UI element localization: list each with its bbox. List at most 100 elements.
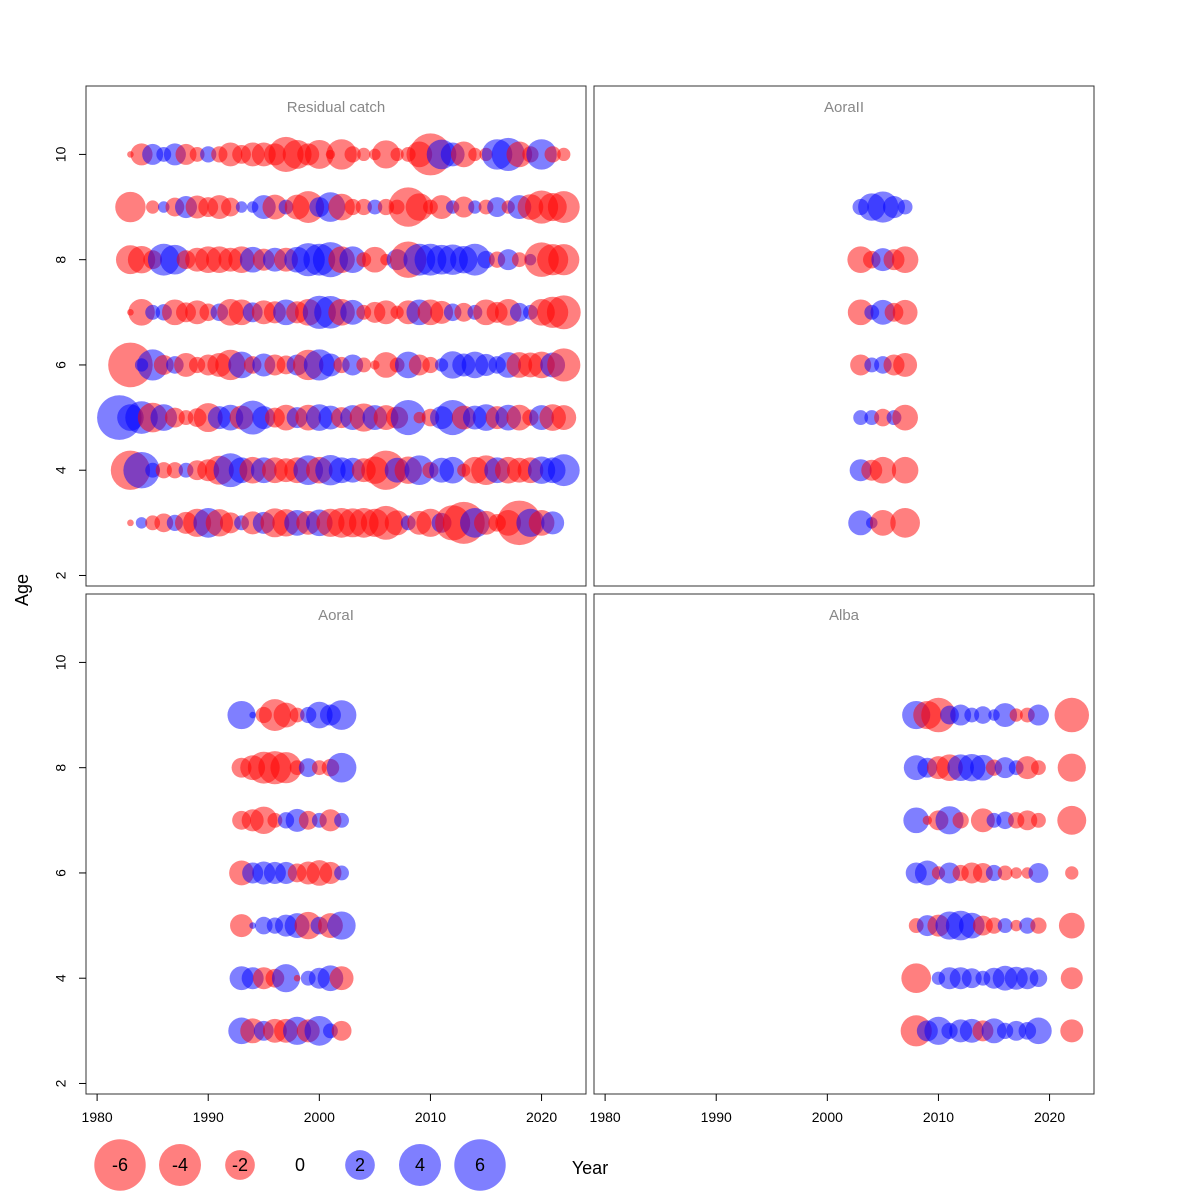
legend-label: 6 bbox=[475, 1155, 485, 1175]
residual-bubble bbox=[374, 300, 398, 325]
legend-label: 0 bbox=[295, 1155, 305, 1175]
residual-bubble bbox=[1060, 967, 1083, 990]
x-axis-title: Year bbox=[572, 1158, 608, 1178]
residual-bubble bbox=[890, 507, 920, 538]
residual-bubble bbox=[439, 456, 466, 484]
residual-bubble bbox=[1031, 812, 1046, 828]
residual-bubble bbox=[509, 302, 529, 322]
y-axis-title: Age bbox=[12, 574, 32, 606]
residual-bubble bbox=[874, 408, 892, 427]
residual-bubble bbox=[547, 348, 581, 382]
residual-bubble bbox=[135, 517, 148, 529]
x-tick-label: 2010 bbox=[415, 1109, 446, 1125]
residual-bubble bbox=[249, 711, 256, 719]
residual-bubble bbox=[848, 510, 874, 536]
legend-bubble bbox=[399, 1144, 441, 1186]
residual-bubble bbox=[356, 357, 372, 373]
residual-bubble bbox=[935, 806, 964, 835]
residual-bubble bbox=[304, 139, 334, 169]
residual-bubble bbox=[164, 407, 185, 428]
residual-bubble bbox=[468, 200, 482, 214]
residual-bubble bbox=[994, 757, 1016, 779]
residual-bubble bbox=[974, 706, 992, 724]
residual-bubble bbox=[262, 194, 288, 220]
panel-title: Alba bbox=[829, 607, 860, 624]
residual-bubble bbox=[1028, 862, 1049, 883]
panels-layer: Residual catch 2 4 6 8 10 AoraII AoraI 2 4 6 8 10 198… bbox=[53, 85, 1095, 1125]
residual-bubble bbox=[293, 974, 301, 982]
residual-bubble bbox=[1029, 969, 1048, 987]
residual-bubble bbox=[249, 922, 256, 929]
legend-bubble bbox=[94, 1139, 146, 1191]
panel-title: AoraII bbox=[824, 99, 864, 116]
residual-bubble bbox=[997, 865, 1013, 881]
x-tick-label: 1990 bbox=[193, 1109, 224, 1125]
residual-bubble bbox=[334, 865, 349, 881]
residual-bubble bbox=[326, 752, 357, 783]
residual-bubble bbox=[544, 146, 561, 163]
residual-bubble bbox=[355, 198, 372, 216]
residual-bubble bbox=[993, 703, 1018, 728]
residual-bubble bbox=[892, 404, 918, 431]
residual-bubble bbox=[450, 141, 477, 168]
residual-bubble bbox=[468, 147, 482, 162]
residual-bubble bbox=[924, 1016, 953, 1045]
residual-bubble bbox=[326, 700, 357, 730]
panel-title: AoraI bbox=[318, 607, 354, 624]
panel-frame bbox=[593, 593, 1095, 1095]
residual-bubble bbox=[547, 191, 580, 223]
residual-bubble bbox=[331, 1020, 352, 1041]
residual-bubble bbox=[250, 806, 278, 835]
panel-3: Alba 1980 1990 2000 2010 2020 bbox=[590, 593, 1095, 1125]
residual-bubble bbox=[891, 246, 919, 273]
residual-bubble bbox=[230, 914, 254, 938]
panel-1: AoraII bbox=[593, 85, 1095, 587]
panel-title: Residual catch bbox=[287, 99, 385, 116]
residual-bubble bbox=[950, 704, 972, 726]
residual-bubble bbox=[357, 147, 371, 162]
residual-bubble bbox=[557, 147, 571, 162]
y-tick-label: 2 bbox=[53, 1079, 69, 1087]
legend-bubble bbox=[345, 1150, 375, 1180]
residual-bubble bbox=[1017, 810, 1038, 831]
residual-bubble bbox=[319, 861, 342, 884]
residual-bubble bbox=[270, 752, 302, 784]
residual-bubble bbox=[142, 143, 164, 165]
panel-frame bbox=[85, 85, 587, 587]
panel-0: Residual catch 2 4 6 8 10 bbox=[53, 85, 587, 587]
residual-bubble bbox=[1025, 1017, 1052, 1045]
residual-bubble bbox=[903, 807, 930, 834]
residual-bubble bbox=[847, 299, 874, 326]
residual-bubble bbox=[145, 462, 161, 478]
residual-bubble bbox=[1030, 917, 1047, 934]
residual-bubble bbox=[371, 140, 401, 169]
residual-bubble bbox=[985, 917, 1003, 934]
x-tick-label: 2010 bbox=[923, 1109, 954, 1125]
residual-bubble bbox=[985, 864, 1003, 882]
legend-bubble bbox=[225, 1150, 255, 1180]
residual-bubble bbox=[551, 405, 577, 430]
legend-bubble bbox=[159, 1144, 201, 1186]
residual-bubble bbox=[1057, 805, 1087, 835]
residual-bubble bbox=[892, 299, 918, 325]
y-tick-label: 8 bbox=[53, 764, 69, 772]
residual-bubble bbox=[329, 966, 354, 991]
residual-bubble bbox=[546, 295, 581, 330]
x-tick-label: 1980 bbox=[82, 1109, 113, 1125]
residual-bubble bbox=[970, 808, 995, 833]
residual-bubble bbox=[1019, 917, 1036, 934]
legend-label: 4 bbox=[415, 1155, 425, 1175]
residual-bubble bbox=[1065, 866, 1079, 880]
residual-bubble bbox=[897, 199, 913, 215]
panel-2: AoraI 2 4 6 8 10 1980 1990 2000 2010 2020 bbox=[53, 593, 587, 1125]
residual-bubble bbox=[362, 246, 388, 273]
residual-bubble bbox=[339, 246, 366, 273]
residual-bubble bbox=[342, 354, 364, 376]
residual-bubble bbox=[429, 195, 454, 220]
residual-bubble bbox=[1010, 867, 1022, 879]
residual-bubble bbox=[1058, 912, 1085, 939]
residual-bubble bbox=[952, 812, 969, 829]
residual-bubble bbox=[961, 968, 982, 989]
residual-bubble bbox=[123, 452, 160, 489]
